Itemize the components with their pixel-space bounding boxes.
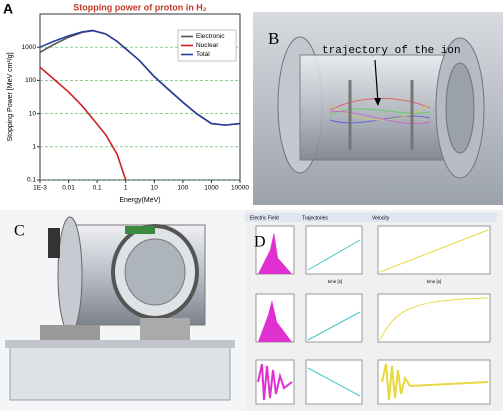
legend-label: Total [196, 51, 210, 58]
signal [257, 363, 293, 401]
table-top [5, 340, 235, 348]
connector [48, 228, 60, 258]
software-panel: Electric Field Trajectories Velocity tim… [245, 210, 503, 411]
legend-label: Nuclear [196, 42, 219, 49]
panel-label: B [268, 29, 279, 48]
x-axis-label: time [s] [427, 279, 442, 284]
y-tick-label: 0.1 [27, 177, 36, 184]
y-axis-label: Stopping Power [MeV cm²/g] [7, 52, 14, 141]
tab-title: Velocity [372, 215, 390, 221]
x-axis-label: Energy(MeV) [119, 197, 160, 204]
flange-inner [445, 62, 475, 154]
annotation: trajectory of the ion [322, 45, 461, 57]
signal [379, 297, 489, 341]
arrowhead [374, 98, 381, 106]
signal [258, 232, 292, 274]
y-tick-label: 10 [29, 110, 37, 117]
panel-label: C [14, 223, 25, 240]
y-tick-label: 1 [32, 144, 36, 151]
signal [379, 229, 489, 273]
panel-label: A [3, 1, 13, 17]
legend-label: Electronic [196, 33, 225, 40]
support [40, 325, 100, 340]
tab [245, 213, 297, 222]
tab [367, 213, 497, 222]
render-panel: trajectory of the ion B [253, 12, 503, 205]
x-tick-label: 10 [151, 185, 159, 192]
x-tick-label: 100 [177, 185, 188, 192]
x-tick-label: 10000 [231, 185, 249, 192]
x-axis-label: time [s] [328, 279, 343, 284]
signal [381, 363, 489, 401]
x-tick-label: 1 [124, 185, 128, 192]
tab [297, 213, 367, 222]
y-tick-label: 1000 [22, 44, 37, 51]
support [140, 318, 190, 340]
photo-panel: C [0, 210, 245, 411]
tab-title: Trajectories [302, 215, 328, 221]
tab-title: Electric Field [250, 215, 279, 221]
y-tick-label: 100 [25, 77, 36, 84]
signal [258, 300, 292, 342]
signal [307, 239, 361, 271]
annotation-arrow [374, 59, 379, 104]
panel-label: D [254, 234, 266, 251]
board [125, 226, 155, 234]
x-tick-label: 0.1 [93, 185, 102, 192]
series-line [39, 29, 241, 126]
x-tick-label: 0.01 [62, 185, 75, 192]
signal [307, 367, 361, 397]
x-tick-label: 1000 [204, 185, 219, 192]
x-tick-label: 1E-3 [33, 185, 47, 192]
viewport-inner [124, 238, 186, 306]
series-line [39, 66, 127, 181]
signal [307, 311, 361, 341]
flange [57, 216, 83, 334]
table [9, 344, 231, 401]
chart-title: Stopping power of proton in H₂ [73, 2, 206, 12]
